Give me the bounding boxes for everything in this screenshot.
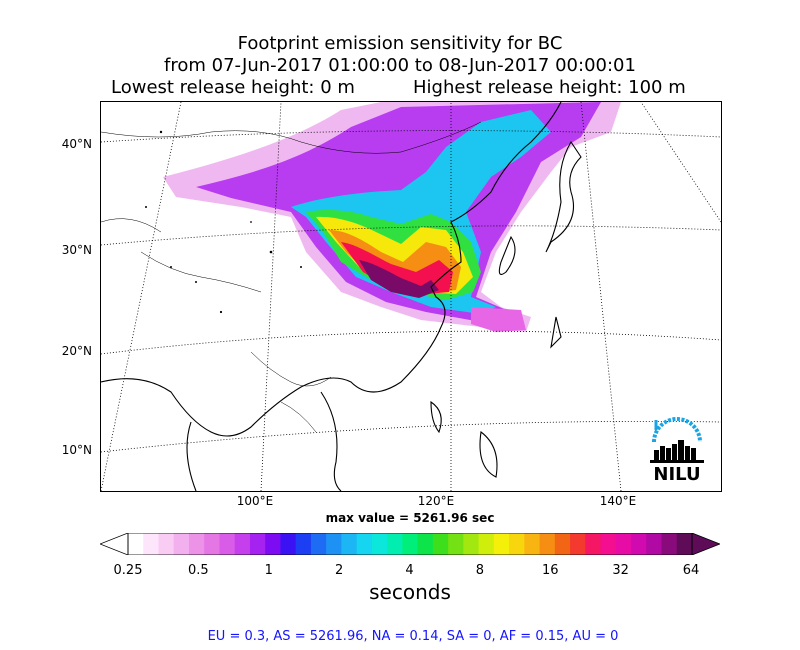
colorbar-cell [661,533,678,555]
colorbar-cell [265,533,281,555]
colorbar-cell [402,533,419,555]
colorbar-cell [631,533,647,555]
colorbar-cell [341,533,358,555]
colorbar-cells [128,533,693,555]
colorbar-cell [524,533,541,555]
colorbar-tick-label: 8 [475,563,485,578]
plume-sea-east [471,307,526,332]
colorbar-tick-label: 32 [612,563,629,578]
colorbar-cell [356,533,373,555]
time-range: from 07-Jun-2017 01:00:00 to 08-Jun-2017… [164,55,636,76]
colorbar-cell [585,533,602,555]
colorbar-cell [143,533,159,555]
lowest-release-height: Lowest release height: 0 m [111,77,355,98]
highest-release-height: Highest release height: 100 m [413,77,686,98]
graticule [101,102,721,491]
colorbar-tick-label: 16 [541,563,559,578]
colorbar-cell [646,533,663,555]
map-title: Footprint emission sensitivity for BC [237,33,563,54]
footprint-map: NILU [100,101,722,492]
colorbar-cell [234,533,251,555]
lon-label-140e: 140°E [599,494,637,508]
colorbar-cell [188,533,205,555]
lon-label-100e: 100°E [236,494,274,508]
colorbar-cell [448,533,464,555]
lat-label-10n: 10°N [61,443,92,457]
colorbar-cell [295,533,312,555]
region-summary: EU = 0.3, AS = 5261.96, NA = 0.14, SA = … [207,629,619,644]
colorbar-cell [280,533,297,555]
colorbar-tick-label: 0.25 [113,563,143,578]
inland-lakes [145,130,302,314]
colorbar-cell [158,533,175,555]
colorbar-cell [326,533,342,555]
country-borders [101,121,482,433]
nilu-logo-text: NILU [653,464,700,484]
nilu-logo: NILU [650,417,704,484]
colorbar-tick-label: 2 [334,563,344,578]
sensitivity-field [163,102,621,332]
lat-label-20n: 20°N [61,344,92,358]
colorbar-tick-label: 1 [264,563,273,578]
colorbar-cell [539,533,556,555]
colorbar-cell [478,533,495,555]
colorbar-cell [554,533,571,555]
colorbar-tick-label: 0.5 [188,563,209,578]
colorbar-cell [219,533,236,555]
colorbar-cell [432,533,449,555]
plume-max [359,260,439,298]
colorbar-cell [310,533,327,555]
colorbar-cell [371,533,388,555]
colorbar-cell [128,533,144,555]
plume-red [341,242,453,295]
colorbar-cell [570,533,586,555]
colorbar [100,533,720,555]
colorbar-cell [600,533,617,555]
colorbar-tick-label: 4 [405,563,414,578]
coastlines [101,102,582,491]
colorbar-cell [615,533,632,555]
colorbar-under-arrow [100,533,129,555]
lat-label-40n: 40°N [61,137,92,151]
colorbar-cell [493,533,510,555]
colorbar-cell [387,533,403,555]
colorbar-cell [204,533,220,555]
colorbar-over-arrow [691,533,720,555]
colorbar-cell [417,533,434,555]
colorbar-unit: seconds [369,580,451,604]
colorbar-cell [173,533,190,555]
colorbar-tick-label: 64 [682,563,700,578]
lat-label-30n: 30°N [61,243,92,257]
lon-label-120e: 120°E [417,494,455,508]
colorbar-cell [249,533,266,555]
colorbar-cell [463,533,480,555]
max-value: max value = 5261.96 sec [325,511,495,525]
map-canvas [101,102,721,491]
colorbar-cell [509,533,525,555]
colorbar-cell [676,533,693,555]
